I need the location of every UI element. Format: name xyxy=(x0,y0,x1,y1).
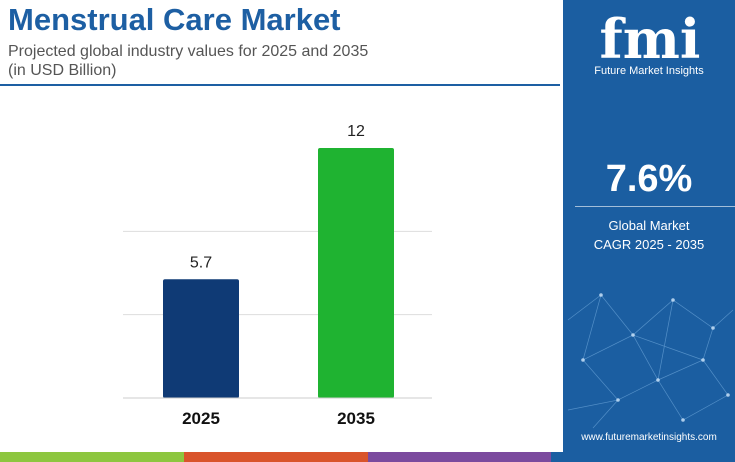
cagr-period: CAGR 2025 - 2035 xyxy=(593,237,705,252)
chart-subtitle: Projected global industry values for 202… xyxy=(8,42,368,80)
subtitle-line: Projected global industry values for 202… xyxy=(8,43,369,60)
network-graphic xyxy=(567,293,734,429)
title-divider xyxy=(0,84,560,86)
data-label-2025: 5.7 xyxy=(190,254,212,271)
logo-lettering: fmi xyxy=(600,10,701,62)
fmi-logo-icon: fmi xyxy=(600,10,701,62)
stripe-segment xyxy=(183,452,368,462)
x-tick-label-2035: 2035 xyxy=(337,409,375,428)
color-stripe xyxy=(0,452,735,462)
stripe-segment xyxy=(367,452,552,462)
stripe-segment xyxy=(551,452,735,462)
brand-name: Future Market Insights xyxy=(594,65,704,77)
bar-chart: 5.7 2025 12 2035 xyxy=(123,123,432,428)
cagr-label-line: Global Market xyxy=(608,218,690,233)
subtitle-unit: (in USD Billion) xyxy=(8,62,117,79)
website-url: www.futuremarketinsights.com xyxy=(581,432,717,443)
bar-2025 xyxy=(163,279,239,398)
brand-panel: fmi Future Market Insights 7.6% Global M… xyxy=(563,0,735,452)
network-lines xyxy=(567,294,734,429)
network-nodes xyxy=(581,293,730,422)
x-tick-label-2025: 2025 xyxy=(182,409,220,428)
cagr-value: 7.6% xyxy=(605,158,693,200)
bar-2035 xyxy=(318,148,394,398)
cagr-label: Global Market CAGR 2025 - 2035 xyxy=(563,216,735,254)
page-title: Menstrual Care Market xyxy=(8,2,341,37)
cagr-divider xyxy=(575,206,735,207)
stripe-segment xyxy=(0,452,184,462)
data-label-2035: 12 xyxy=(347,123,365,140)
